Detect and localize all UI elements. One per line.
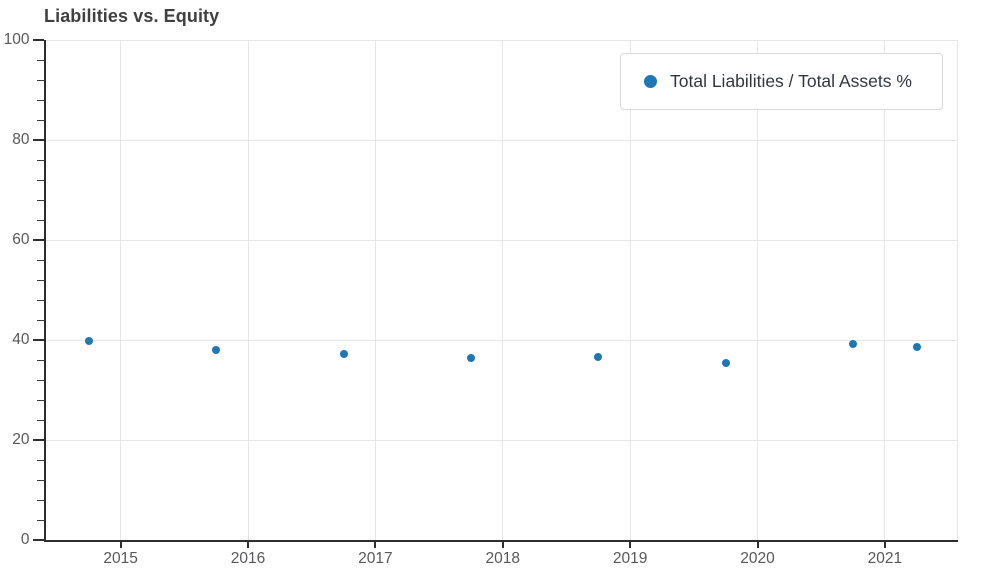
gridline-horizontal bbox=[45, 439, 958, 441]
y-axis-minor-tick bbox=[36, 499, 44, 501]
gridline-horizontal bbox=[45, 39, 958, 41]
legend-item[interactable]: Total Liabilities / Total Assets % bbox=[621, 71, 912, 92]
y-axis-minor-tick bbox=[36, 119, 44, 121]
y-axis-minor-tick bbox=[36, 519, 44, 521]
y-tick-label: 100 bbox=[3, 31, 30, 48]
x-axis-tick bbox=[374, 540, 377, 548]
x-axis-tick bbox=[629, 540, 632, 548]
y-axis-minor-tick bbox=[36, 419, 44, 421]
y-axis-minor-tick bbox=[36, 319, 44, 321]
gridline-vertical bbox=[247, 40, 249, 540]
x-tick-label: 2016 bbox=[230, 550, 266, 567]
data-point[interactable] bbox=[84, 337, 93, 345]
legend-marker-icon bbox=[644, 75, 657, 88]
y-tick-label: 20 bbox=[12, 431, 30, 448]
y-axis-minor-tick bbox=[36, 399, 44, 401]
x-axis-tick bbox=[756, 540, 759, 548]
y-tick-label: 0 bbox=[20, 531, 30, 548]
x-axis-line bbox=[43, 540, 958, 542]
data-point[interactable] bbox=[466, 354, 475, 362]
y-tick-label: 80 bbox=[12, 131, 30, 148]
gridline-vertical bbox=[884, 40, 886, 540]
y-tick-label: 60 bbox=[12, 231, 30, 248]
y-axis-tick bbox=[32, 439, 44, 441]
y-axis-minor-tick bbox=[36, 359, 44, 361]
x-tick-label: 2015 bbox=[103, 550, 138, 567]
chart-title: Liabilities vs. Equity bbox=[44, 6, 220, 26]
gridline-vertical bbox=[502, 40, 504, 540]
y-axis-tick bbox=[32, 239, 44, 241]
y-axis-minor-tick bbox=[36, 259, 44, 261]
y-axis-minor-tick bbox=[36, 59, 44, 61]
data-point[interactable] bbox=[849, 340, 858, 348]
y-axis-minor-tick bbox=[36, 79, 44, 81]
legend-series-label: Total Liabilities / Total Assets % bbox=[670, 71, 912, 91]
y-axis-minor-tick bbox=[36, 479, 44, 481]
y-axis-minor-tick bbox=[36, 199, 44, 201]
y-axis-line bbox=[43, 40, 46, 542]
x-axis-tick bbox=[119, 540, 122, 548]
y-tick-label: 40 bbox=[12, 331, 30, 348]
y-axis-minor-tick bbox=[36, 219, 44, 221]
gridline-vertical bbox=[629, 40, 631, 540]
gridline-horizontal bbox=[45, 339, 958, 341]
x-tick-label: 2019 bbox=[612, 550, 648, 567]
y-axis-minor-tick bbox=[36, 459, 44, 461]
y-axis-tick bbox=[32, 139, 44, 141]
y-axis-minor-tick bbox=[36, 99, 44, 101]
x-tick-label: 2018 bbox=[485, 550, 520, 567]
y-axis-minor-tick bbox=[36, 299, 44, 301]
y-axis-tick bbox=[32, 39, 44, 41]
x-axis-tick bbox=[883, 540, 886, 548]
y-axis-minor-tick bbox=[36, 379, 44, 381]
gridline-vertical bbox=[374, 40, 376, 540]
data-point[interactable] bbox=[721, 359, 730, 367]
data-point[interactable] bbox=[594, 352, 603, 361]
plot-area bbox=[45, 40, 957, 540]
gridline-vertical bbox=[757, 40, 759, 540]
y-axis-tick bbox=[32, 539, 44, 541]
gridline-horizontal bbox=[45, 239, 958, 241]
data-point[interactable] bbox=[912, 343, 921, 351]
legend: Total Liabilities / Total Assets % bbox=[620, 53, 943, 110]
data-point[interactable] bbox=[339, 350, 348, 358]
x-axis-tick bbox=[247, 540, 250, 548]
gridline-vertical bbox=[120, 40, 122, 540]
plot-right-border bbox=[956, 40, 958, 540]
y-axis-minor-tick bbox=[36, 159, 44, 161]
y-axis-minor-tick bbox=[36, 279, 44, 281]
x-tick-label: 2017 bbox=[358, 550, 393, 567]
data-point[interactable] bbox=[212, 346, 221, 354]
y-axis-minor-tick bbox=[36, 179, 44, 181]
x-tick-label: 2021 bbox=[867, 550, 903, 567]
y-axis-tick bbox=[32, 339, 44, 341]
gridline-horizontal bbox=[45, 139, 958, 141]
x-axis-tick bbox=[501, 540, 504, 548]
x-tick-label: 2020 bbox=[740, 550, 775, 567]
